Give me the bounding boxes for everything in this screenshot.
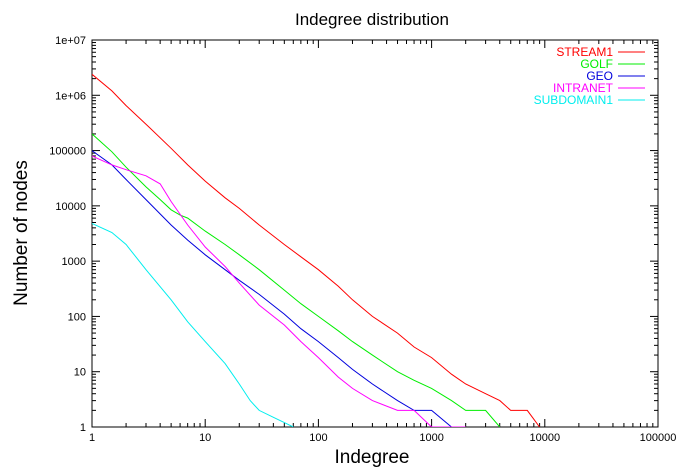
legend-label-subdomain1: SUBDOMAIN1	[534, 93, 614, 107]
y-tick-label: 1	[80, 422, 86, 434]
x-tick-label: 10000	[530, 432, 561, 444]
series-line-intranet	[92, 155, 466, 427]
legend-label-golf: GOLF	[580, 57, 613, 71]
x-tick-label: 1000	[419, 432, 443, 444]
y-tick-label: 100	[68, 311, 86, 323]
y-tick-label: 10000	[55, 201, 86, 213]
x-tick-label: 1	[89, 432, 95, 444]
axis-ticks: 1 10 100 1000 10000 100000 1 10 100 1000 10000 1000…	[49, 35, 676, 444]
x-tick-label: 100000	[640, 432, 677, 444]
series-line-golf	[92, 133, 501, 427]
series-line-geo	[92, 150, 466, 427]
legend-label-intranet: INTRANET	[553, 81, 614, 95]
legend-label-geo: GEO	[586, 69, 613, 83]
y-tick-label: 10	[74, 367, 86, 379]
series-layer	[92, 73, 541, 427]
y-tick-label: 100000	[49, 146, 86, 158]
y-tick-label: 1e+07	[55, 35, 86, 47]
plot-frame	[91, 39, 659, 428]
series-line-subdomain1	[92, 223, 294, 427]
y-axis-title: Number of nodes	[11, 160, 32, 306]
x-tick-label: 10	[199, 432, 211, 444]
y-tick-label: 1e+06	[55, 90, 86, 102]
chart-title: Indegree distribution	[295, 10, 449, 29]
x-tick-label: 100	[309, 432, 327, 444]
x-axis-title: Indegree	[334, 447, 409, 468]
series-line-stream1	[92, 73, 541, 427]
y-tick-label: 1000	[62, 256, 86, 268]
legend-label-stream1: STREAM1	[556, 45, 613, 59]
